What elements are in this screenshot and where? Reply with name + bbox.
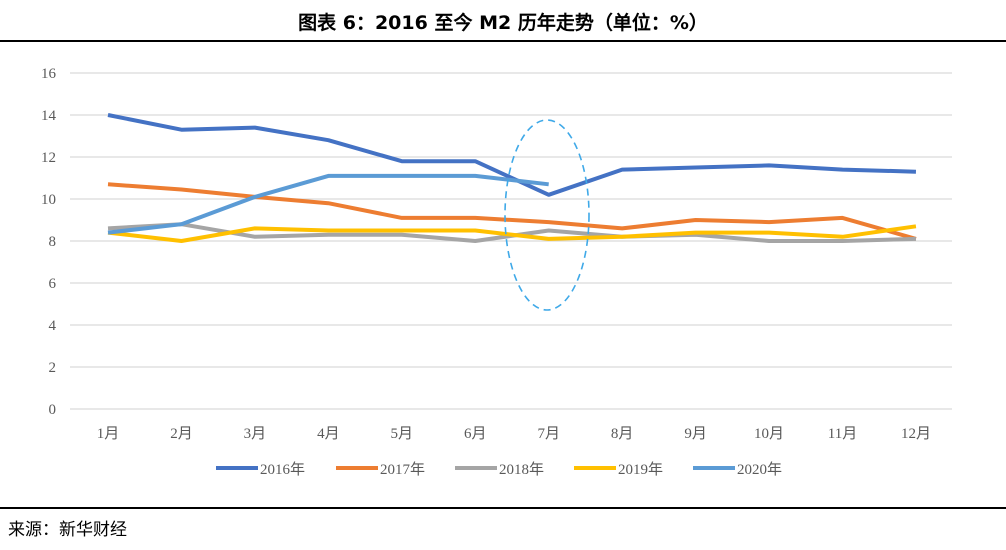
y-tick-label: 10: [41, 192, 56, 208]
legend-label: 2018年: [499, 461, 544, 478]
source-note: 来源：新华财经: [8, 520, 127, 540]
bottom-rule: [0, 507, 1006, 509]
series-line-2016年: [107, 113, 917, 197]
x-tick-label: 12月: [901, 426, 931, 442]
x-tick-label: 9月: [684, 426, 707, 442]
series-line-2020年: [107, 173, 549, 235]
y-tick-label: 6: [49, 276, 57, 292]
series-line-2017年: [107, 182, 917, 241]
x-tick-label: 4月: [317, 426, 340, 442]
x-tick-label: 1月: [97, 426, 120, 442]
x-tick-label: 6月: [464, 426, 487, 442]
x-tick-label: 2月: [170, 426, 193, 442]
y-tick-label: 0: [49, 402, 57, 418]
legend-label: 2016年: [260, 461, 305, 478]
x-tick-label: 5月: [391, 426, 414, 442]
y-tick-label: 12: [41, 150, 56, 166]
top-rule: [0, 40, 1006, 42]
x-tick-label: 7月: [537, 426, 560, 442]
y-tick-label: 14: [41, 108, 57, 124]
series-line-2019年: [107, 224, 917, 243]
legend-label: 2020年: [737, 461, 782, 478]
x-tick-label: 3月: [244, 426, 267, 442]
x-tick-label: 11月: [828, 426, 857, 442]
x-tick-label: 8月: [611, 426, 634, 442]
legend-label: 2019年: [618, 461, 663, 478]
chart-title: 图表 6：2016 至今 M2 历年走势（单位：%）: [298, 12, 708, 34]
y-tick-label: 2: [49, 360, 57, 376]
legend-label: 2017年: [380, 461, 425, 478]
y-tick-label: 8: [49, 234, 57, 250]
y-tick-label: 4: [49, 318, 57, 334]
highlight-ellipse: [504, 119, 590, 311]
y-tick-label: 16: [41, 66, 57, 82]
x-tick-label: 10月: [754, 426, 784, 442]
